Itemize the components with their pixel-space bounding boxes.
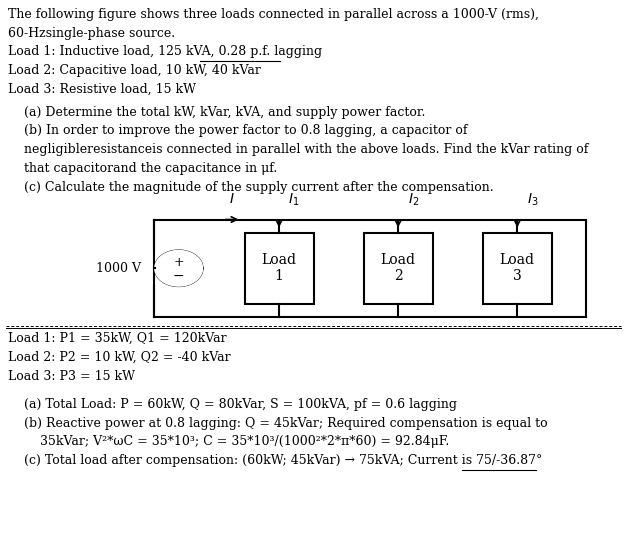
Text: The following figure shows three loads connected in parallel across a 1000-V (rm: The following figure shows three loads c… — [8, 8, 539, 21]
Text: Load
1: Load 1 — [261, 253, 297, 283]
Polygon shape — [155, 250, 203, 286]
Text: (c) Calculate the magnitude of the supply current after the compensation.: (c) Calculate the magnitude of the suppl… — [8, 180, 493, 193]
Bar — [245, 233, 314, 304]
Text: 35kVar; V²*ωC = 35*10³; C = 35*10³/(1000²*2*π*60) = 92.84μF.: 35kVar; V²*ωC = 35*10³; C = 35*10³/(1000… — [8, 435, 450, 448]
Text: Load
3: Load 3 — [500, 253, 535, 283]
Text: −: − — [173, 268, 184, 282]
Text: that capacitorand the capacitance in μf.: that capacitorand the capacitance in μf. — [8, 162, 277, 175]
Text: Load 1: Inductive load, 125 kVA, 0.28 p.f. lagging: Load 1: Inductive load, 125 kVA, 0.28 p.… — [8, 46, 322, 59]
Text: $I_3$: $I_3$ — [527, 191, 538, 208]
Text: $I_1$: $I_1$ — [288, 191, 300, 208]
Text: $I$: $I$ — [229, 192, 235, 206]
Bar — [483, 233, 552, 304]
Text: (b) In order to improve the power factor to 0.8 lagging, a capacitor of: (b) In order to improve the power factor… — [8, 124, 468, 137]
Text: $I_2$: $I_2$ — [408, 191, 419, 208]
Text: Load 1: P1 = 35kW, Q1 = 120kVar: Load 1: P1 = 35kW, Q1 = 120kVar — [8, 332, 226, 345]
Text: Load 3: P3 = 15 kW: Load 3: P3 = 15 kW — [8, 370, 135, 383]
Text: 60-Hzsingle-phase source.: 60-Hzsingle-phase source. — [8, 27, 175, 40]
Text: negligibleresistanceis connected in parallel with the above loads. Find the kVar: negligibleresistanceis connected in para… — [8, 143, 588, 156]
Text: Load 3: Resistive load, 15 kW: Load 3: Resistive load, 15 kW — [8, 83, 196, 96]
Text: +: + — [174, 256, 184, 268]
Text: (b) Reactive power at 0.8 lagging: Q = 45kVar; Required compensation is equal to: (b) Reactive power at 0.8 lagging: Q = 4… — [8, 417, 547, 430]
Text: Load 2: Capacitive load, 10 kW, 40 kVar: Load 2: Capacitive load, 10 kW, 40 kVar — [8, 64, 261, 78]
Bar — [364, 233, 433, 304]
Text: Load 2: P2 = 10 kW, Q2 = -40 kVar: Load 2: P2 = 10 kW, Q2 = -40 kVar — [8, 351, 231, 364]
Text: 1000 V: 1000 V — [96, 262, 141, 275]
Text: (a) Total Load: P = 60kW, Q = 80kVar, S = 100kVA, pf = 0.6 lagging: (a) Total Load: P = 60kW, Q = 80kVar, S … — [8, 398, 457, 411]
Text: Load
2: Load 2 — [381, 253, 416, 283]
Text: (c) Total load after compensation: (60kW; 45kVar) → 75kVA; Current is 75/-36.87°: (c) Total load after compensation: (60kW… — [8, 454, 542, 467]
Text: (a) Determine the total kW, kVar, kVA, and supply power factor.: (a) Determine the total kW, kVar, kVA, a… — [8, 106, 425, 119]
